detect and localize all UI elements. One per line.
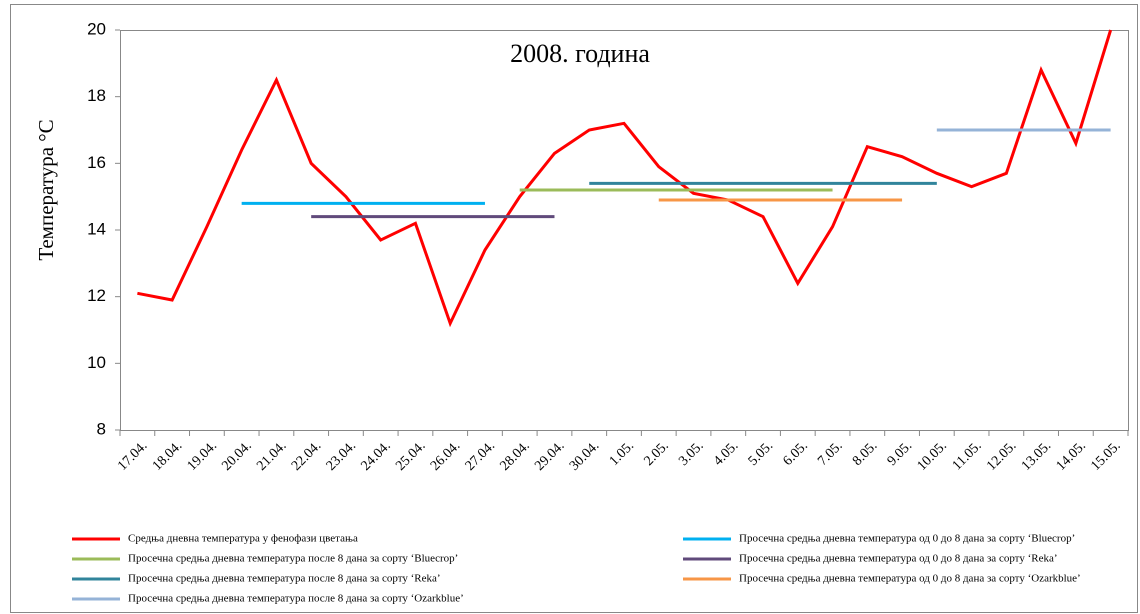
legend-label: Средња дневна температура у фенофази цве… <box>128 533 358 545</box>
y-tick-label: 14 <box>87 219 106 238</box>
y-tick-label: 16 <box>87 153 106 172</box>
legend-label: Просечна средња дневна температура од 0 … <box>739 573 1081 585</box>
y-axis-label: Температура °C <box>34 119 58 260</box>
y-tick-label: 12 <box>87 286 106 305</box>
legend-label: Просечна средња дневна температура после… <box>128 573 441 585</box>
legend-label: Просечна средња дневна температура после… <box>128 593 464 605</box>
chart-title: 2008. година <box>510 39 650 68</box>
legend-label: Просечна средња дневна температура од 0 … <box>739 533 1075 545</box>
y-tick-label: 18 <box>87 86 106 105</box>
series-line <box>137 29 1113 328</box>
plot-border <box>120 30 1129 431</box>
y-tick-label: 10 <box>87 353 106 372</box>
y-tick-label: 20 <box>87 19 106 38</box>
chart-border <box>10 4 1138 613</box>
y-tick-label: 8 <box>97 419 106 438</box>
legend-label: Просечна средња дневна температура после… <box>128 553 458 565</box>
legend-label: Просечна средња дневна температура од 0 … <box>739 553 1058 565</box>
